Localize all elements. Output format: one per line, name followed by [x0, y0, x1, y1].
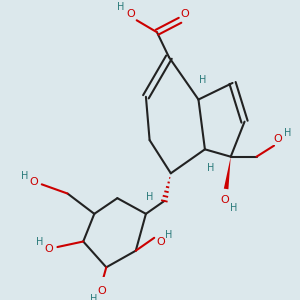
Text: H: H	[207, 163, 214, 173]
Text: H: H	[146, 192, 153, 202]
Text: H: H	[117, 2, 125, 12]
Text: H: H	[230, 203, 237, 213]
Text: H: H	[36, 237, 43, 248]
Polygon shape	[224, 157, 231, 189]
Text: O: O	[45, 244, 53, 254]
Text: O: O	[156, 237, 165, 248]
Text: O: O	[180, 9, 189, 19]
Text: H: H	[21, 171, 28, 181]
Text: H: H	[284, 128, 292, 138]
Text: O: O	[29, 177, 38, 187]
Text: O: O	[273, 134, 282, 144]
Text: H: H	[90, 294, 97, 300]
Text: O: O	[127, 9, 136, 19]
Text: O: O	[220, 195, 229, 205]
Text: H: H	[165, 230, 172, 240]
Text: H: H	[200, 75, 207, 85]
Text: O: O	[97, 286, 106, 296]
